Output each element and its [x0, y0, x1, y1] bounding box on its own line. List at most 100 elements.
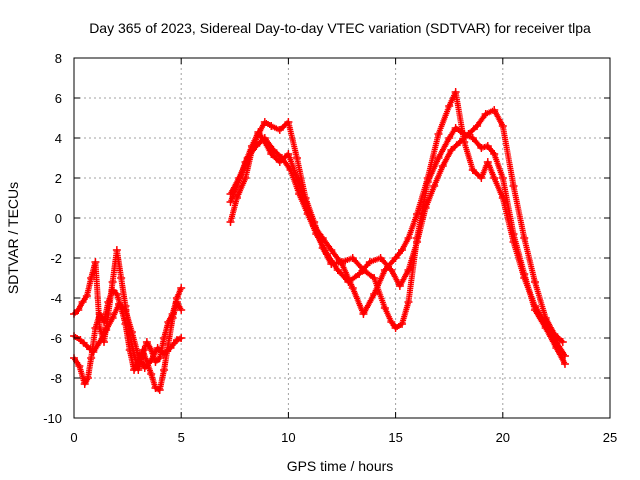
data-point — [108, 314, 117, 322]
data-point — [445, 134, 454, 142]
data-point — [108, 278, 117, 286]
data-point — [455, 138, 464, 146]
data-point — [115, 300, 124, 308]
data-point — [277, 154, 286, 162]
data-point — [78, 298, 87, 306]
data-point — [498, 194, 507, 202]
series-3 — [70, 300, 186, 372]
data-point — [468, 134, 477, 142]
data-point — [284, 118, 293, 126]
data-point — [355, 270, 364, 278]
data-point — [82, 292, 91, 300]
data-point — [473, 122, 482, 130]
data-point — [530, 302, 539, 310]
data-point — [404, 266, 413, 274]
data-point — [509, 182, 518, 190]
y-tick-label: 4 — [55, 131, 62, 146]
data-point — [82, 342, 91, 350]
x-tick-label: 25 — [603, 430, 617, 445]
data-point — [380, 304, 389, 312]
data-point — [398, 320, 407, 328]
data-point — [477, 144, 486, 152]
y-tick-label: -8 — [50, 371, 62, 386]
data-point — [140, 364, 149, 372]
x-tick-label: 15 — [388, 430, 402, 445]
data-point — [370, 274, 379, 282]
data-point — [451, 124, 460, 132]
data-point — [430, 182, 439, 190]
axis-ticks — [73, 57, 611, 419]
data-point — [155, 386, 164, 394]
data-point — [147, 356, 156, 364]
data-point — [387, 266, 396, 274]
data-point — [365, 258, 374, 266]
y-tick-label: 6 — [55, 91, 62, 106]
data-point — [89, 348, 98, 356]
data-point — [376, 254, 385, 262]
y-tick-label: -6 — [50, 331, 62, 346]
data-point — [558, 338, 567, 346]
data-point — [312, 230, 321, 238]
y-axis-label: SDTVAR / TECUs — [5, 182, 21, 294]
data-point — [303, 210, 312, 218]
data-point — [76, 336, 85, 344]
data-point — [520, 274, 529, 282]
x-tick-label: 0 — [70, 430, 77, 445]
data-point — [260, 118, 269, 126]
data-point — [235, 174, 244, 182]
data-point — [404, 234, 413, 242]
data-point — [483, 158, 492, 166]
data-point — [153, 344, 162, 352]
data-point — [177, 334, 186, 342]
data-point — [286, 166, 295, 174]
data-point — [226, 218, 235, 226]
data-point — [254, 128, 263, 136]
data-point — [530, 278, 539, 286]
data-point — [490, 174, 499, 182]
y-tick-label: -4 — [50, 291, 62, 306]
data-point — [338, 260, 346, 268]
data-point — [498, 174, 507, 182]
data-point — [413, 238, 422, 246]
data-point — [483, 142, 492, 150]
data-point — [104, 310, 113, 318]
x-axis-label: GPS time / hours — [287, 458, 394, 474]
data-point — [451, 88, 460, 96]
data-point — [359, 310, 368, 318]
x-tick-label: 10 — [281, 430, 295, 445]
data-point — [477, 174, 486, 182]
y-tick-label: 8 — [55, 51, 62, 66]
data-point — [91, 258, 100, 266]
data-point — [423, 174, 432, 182]
y-tick-label: 0 — [55, 211, 62, 226]
chart-title: Day 365 of 2023, Sidereal Day-to-day VTE… — [89, 20, 591, 36]
x-tick-label: 20 — [496, 430, 510, 445]
data-point — [391, 324, 400, 332]
data-point — [134, 366, 143, 374]
data-point — [421, 204, 430, 212]
data-point — [404, 298, 413, 306]
data-point — [292, 154, 301, 162]
data-point — [468, 166, 477, 174]
grid — [74, 58, 610, 418]
data-point — [95, 338, 104, 346]
data-point — [226, 198, 235, 206]
data-point — [134, 352, 143, 360]
data-point — [151, 358, 160, 366]
data-point — [102, 326, 111, 334]
data-point — [112, 290, 121, 298]
data-point — [498, 122, 507, 130]
data-point — [142, 338, 151, 346]
data-point — [333, 266, 342, 274]
data-point — [560, 352, 569, 360]
axis-tick-labels: 0 5 10 15 20 25 -10 -8 -6 -4 -2 0 2 4 6 8 — [43, 51, 617, 445]
data-point — [370, 290, 379, 298]
data-point — [413, 210, 422, 218]
data-point — [112, 246, 121, 254]
data-point — [275, 126, 284, 134]
data-point — [387, 318, 396, 326]
data-point — [490, 150, 499, 158]
series-trace — [227, 107, 566, 345]
data-point — [464, 130, 473, 138]
data-point — [160, 350, 169, 358]
